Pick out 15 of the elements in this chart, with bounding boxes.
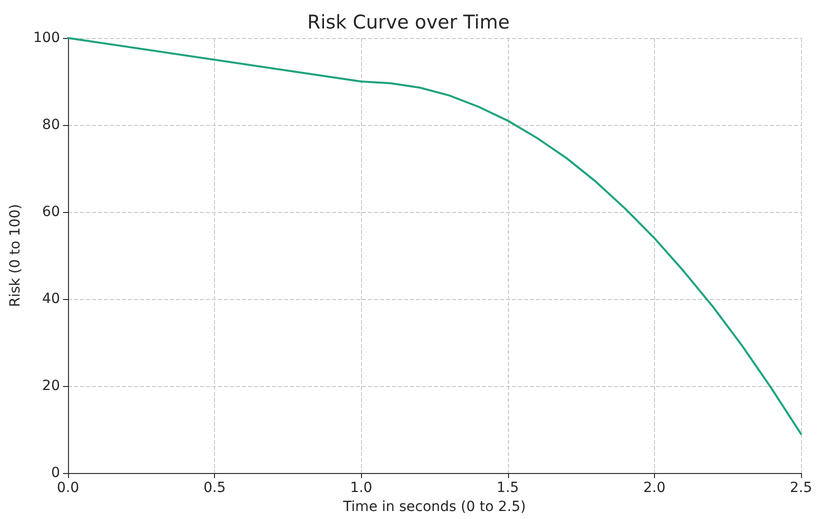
y-tick-label: 20 (42, 378, 60, 394)
y-tick-label: 40 (42, 291, 60, 308)
y-tick-label: 80 (42, 117, 60, 134)
y-axis-title: Risk (0 to 100) (7, 204, 24, 308)
x-tick-label: 1.0 (350, 480, 372, 496)
x-tick-label: 0.5 (203, 480, 226, 496)
y-tick-label: 100 (33, 30, 60, 46)
x-tick-label: 0.0 (56, 480, 80, 496)
x-tick-label: 2.5 (790, 480, 812, 496)
y-tick-label: 0 (51, 465, 60, 482)
chart-title: Risk Curve over Time (307, 12, 510, 34)
x-tick-label: 2.0 (643, 480, 666, 496)
x-axis-title: Time in seconds (0 to 2.5) (342, 499, 526, 515)
y-tick-label: 60 (42, 204, 60, 220)
x-tick-label: 1.5 (496, 480, 519, 496)
